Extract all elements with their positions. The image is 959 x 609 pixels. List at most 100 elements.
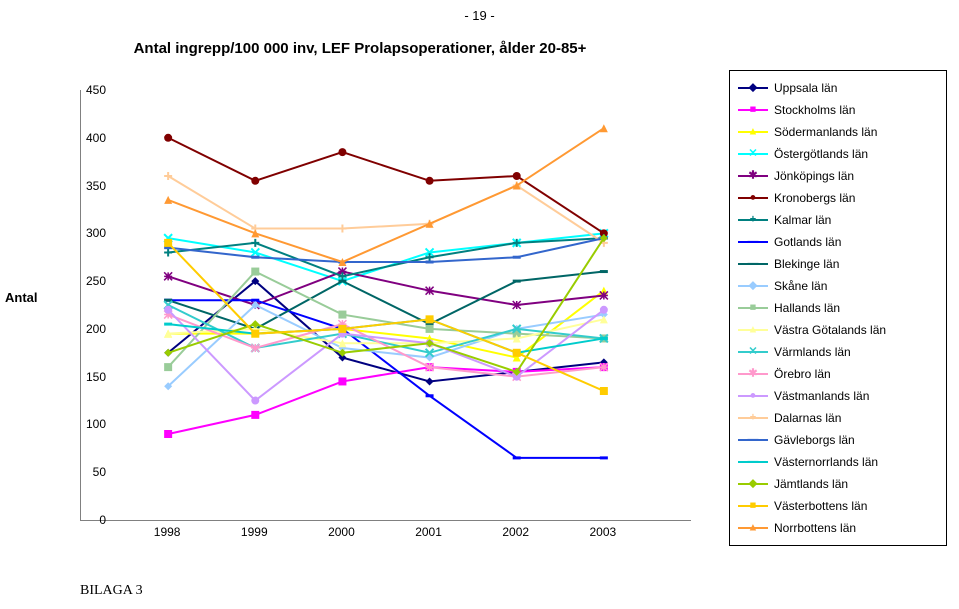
legend-item: ■ Västerbottens län [738,495,938,517]
legend-swatch: ■ [738,499,768,513]
y-tick: 50 [56,465,106,479]
legend-item: — Gotlands län [738,231,938,253]
legend-label: Kronobergs län [774,191,855,205]
series-marker [600,387,608,395]
legend-swatch: — [738,455,768,469]
series-marker [164,306,172,314]
legend-item: ◆ Jämtlands län [738,473,938,495]
legend-swatch: ■ [738,301,768,315]
series-marker [338,377,346,385]
legend-item: ● Västmanlands län [738,385,938,407]
legend-swatch: ✕ [738,345,768,359]
series-marker [251,239,259,247]
legend-label: Uppsala län [774,81,837,95]
legend-item: ■ Hallands län [738,297,938,319]
plot-region [80,90,691,521]
series-marker [251,177,259,185]
legend-label: Skåne län [774,279,827,293]
legend-label: Blekinge län [774,257,839,271]
y-tick: 250 [56,274,106,288]
legend-item: ■Stockholms län [738,99,938,121]
legend-item: ◆ Uppsala län [738,77,938,99]
y-tick: 100 [56,417,106,431]
series-marker [513,301,521,309]
legend-label: Gotlands län [774,235,841,249]
series-marker [251,411,259,419]
series-marker [251,397,259,405]
x-tick: 1998 [137,525,197,539]
legend-item: ✕ Värmlands län [738,341,938,363]
y-tick: 400 [56,131,106,145]
y-tick: 450 [56,83,106,97]
x-tick: 2003 [573,525,633,539]
legend-swatch: — [738,433,768,447]
legend-item: ✱Örebro län [738,363,938,385]
series-marker [600,306,608,314]
x-tick: 2000 [311,525,371,539]
legend-item: ▲ Norrbottens län [738,517,938,539]
series-marker [338,311,346,319]
legend-item: ▲Södermanlands län [738,121,938,143]
series-marker [426,363,434,371]
series-marker [338,148,346,156]
legend-swatch: ▲ [738,521,768,535]
legend-label: Hallands län [774,301,840,315]
legend-swatch: + [738,411,768,425]
series-marker [164,248,172,256]
legend-label: Gävleborgs län [774,433,855,447]
y-tick: 350 [56,179,106,193]
legend-label: Västerbottens län [774,499,867,513]
legend-swatch: ● [738,389,768,403]
legend-swatch: — [738,257,768,271]
legend-item: ● Kronobergs län [738,187,938,209]
legend-label: Västra Götalands län [774,323,886,337]
y-tick: 300 [56,226,106,240]
legend-item: — Blekinge län [738,253,938,275]
legend-swatch: ▲ [738,125,768,139]
series-marker [600,291,608,299]
legend-swatch: ✕ [738,147,768,161]
legend-swatch: ◆ [738,279,768,293]
series-marker [513,349,521,357]
footer-text: BILAGA 3 [80,583,143,599]
legend-label: Jönköpings län [774,169,854,183]
legend-label: Värmlands län [774,345,851,359]
legend-label: Örebro län [774,367,831,381]
legend-label: Stockholms län [774,103,855,117]
series-marker [600,124,608,132]
series-marker [251,330,259,338]
legend: ◆Uppsala län■Stockholms län▲Södermanland… [729,70,947,546]
series-marker [251,268,259,276]
legend-item: ◆ Skåne län [738,275,938,297]
legend-item: + Dalarnas län [738,407,938,429]
legend-swatch: — [738,235,768,249]
series-line [168,138,604,234]
legend-swatch: ● [738,191,768,205]
legend-label: Jämtlands län [774,477,848,491]
legend-label: Kalmar län [774,213,831,227]
series-marker [164,363,172,371]
series-marker [513,172,521,180]
series-marker [164,430,172,438]
series-marker [426,287,434,295]
legend-item: +Kalmar län [738,209,938,231]
legend-label: Västmanlands län [774,389,869,403]
series-marker [164,272,172,280]
series-marker [426,325,434,333]
legend-swatch: ◆ [738,477,768,491]
legend-item: ✕Östergötlands län [738,143,938,165]
legend-swatch: ◆ [738,81,768,95]
series-line [168,176,604,243]
legend-label: Dalarnas län [774,411,841,425]
series-marker [338,325,346,333]
y-tick: 200 [56,322,106,336]
series-marker [426,315,434,323]
legend-label: Västernorrlands län [774,455,878,469]
legend-label: Norrbottens län [774,521,856,535]
legend-swatch: ✱ [738,169,768,183]
x-tick: 2002 [486,525,546,539]
page-number: - 19 - [464,8,494,23]
series-marker [338,225,346,233]
chart-area: Antal 050100150200250300350400450 199819… [0,80,720,560]
legend-item: ▲Västra Götalands län [738,319,938,341]
